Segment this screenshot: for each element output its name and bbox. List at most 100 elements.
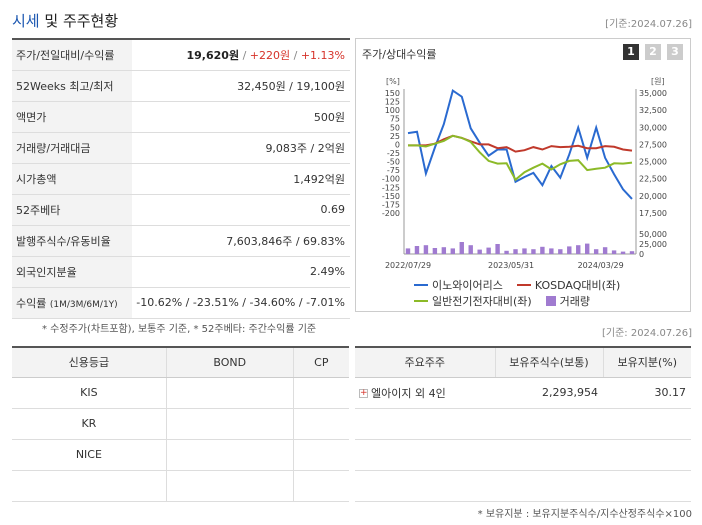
chart-tab-2[interactable]: 2 <box>645 44 661 60</box>
left-axis-unit: [%] <box>386 77 400 86</box>
volume-bar <box>558 249 563 254</box>
column-header: CP <box>292 347 349 378</box>
chart-panel: 주가/상대수익률 1 2 3 [%] [원] 150 125 100 75 50 25 0 -25… <box>355 38 691 312</box>
footnote-right: * 보유지분 : 보유지분주식수/지수산정주식수×100 <box>477 509 692 520</box>
left-tick-label: -125 <box>382 183 400 192</box>
footnote-left: * 수정주가(차트포함), 보통주 기준, * 52주베타: 주간수익률 기준 <box>42 324 317 335</box>
table-row <box>12 470 349 502</box>
chart-tab-1[interactable]: 1 <box>623 44 639 60</box>
row-label: 52Weeks 최고/최저 <box>12 70 132 102</box>
volume-bar <box>414 246 420 254</box>
legend-item: 거래량 <box>545 293 590 309</box>
table-row: 발행주식수/유동비율 7,603,846주 / 69.83% <box>12 225 350 257</box>
chart-tabs: 1 2 3 <box>623 44 683 60</box>
x-tick-label: 2024/03/29 <box>578 261 624 270</box>
volume-bar <box>486 247 491 254</box>
table-row: NICE <box>12 439 349 471</box>
left-tick-label: 150 <box>385 89 400 98</box>
chart-legend: 이노와이어리스 KOSDAQ대비(좌) 일반전기전자대비(좌) 거래량 <box>414 277 684 309</box>
right-tick-label: 25,000 <box>639 158 667 167</box>
left-tick-label: 50 <box>390 123 400 132</box>
volume-bar <box>531 249 536 254</box>
volume-tick-label: 0 <box>639 250 644 259</box>
volume-bar <box>620 251 626 254</box>
row-value: 2.49% <box>132 256 350 288</box>
left-tick-label: 25 <box>390 132 400 141</box>
legend-item: 이노와이어리스 <box>414 277 503 293</box>
volume-bar <box>405 248 411 254</box>
right-tick-label: 17,500 <box>639 209 667 218</box>
volume-tick-label: 25,000 <box>639 240 667 249</box>
credit-rating-table: 신용등급 BOND CP KIS KR NICE <box>12 346 349 502</box>
table-row: 액면가 500원 <box>12 101 350 133</box>
shareholder-name[interactable]: 엘아이지 외 4인 <box>371 386 446 400</box>
table-row: + 엘아이지 외 4인 2,293,954 30.17 <box>355 377 691 409</box>
expand-icon[interactable]: + <box>359 388 368 398</box>
volume-bar <box>593 249 599 254</box>
left-tick-label: 125 <box>385 98 400 107</box>
table-row <box>355 408 691 440</box>
table-row <box>355 470 691 502</box>
left-tick-label: 100 <box>385 106 400 115</box>
price-summary-table: 주가/전일대비/수익률 19,620원 / +220원 / +1.13% 52W… <box>12 38 350 319</box>
volume-bar <box>549 248 554 254</box>
volume-bar <box>567 246 572 254</box>
right-tick-label: 35,000 <box>639 89 667 98</box>
volume-bar <box>629 251 635 254</box>
volume-bar <box>522 248 527 254</box>
volume-bar <box>513 249 518 254</box>
row-value: 500원 <box>132 101 350 133</box>
left-tick-label: 0 <box>395 140 400 149</box>
series-line-2 <box>408 134 633 153</box>
price-change-pct: +1.13% <box>300 48 345 62</box>
column-header: BOND <box>165 347 294 378</box>
volume-bar <box>495 244 500 254</box>
table-row: 주가/전일대비/수익률 19,620원 / +220원 / +1.13% <box>12 39 350 71</box>
table-row: 52주베타 0.69 <box>12 194 350 226</box>
row-label: 발행주식수/유동비율 <box>12 225 132 257</box>
ownership-pct: 30.17 <box>603 377 691 409</box>
volume-bar <box>576 245 581 254</box>
right-tick-label: 20,000 <box>639 192 667 201</box>
column-header: 보유지분(%) <box>602 347 691 378</box>
row-label: 거래량/거래대금 <box>12 132 132 164</box>
x-tick-label: 2022/07/29 <box>385 261 431 270</box>
returns-value: -10.62% / -23.51% / -34.60% / -7.01% <box>132 287 350 319</box>
volume-bar <box>459 242 464 254</box>
volume-bar <box>540 246 545 254</box>
row-label: 외국인지분율 <box>12 256 132 288</box>
row-label-sub: (1M/3M/6M/1Y) <box>49 299 118 310</box>
right-tick-label: 22,500 <box>639 175 667 184</box>
left-tick-label: -75 <box>387 166 400 175</box>
chart-tab-3[interactable]: 3 <box>667 44 683 60</box>
volume-bar <box>611 250 617 254</box>
base-date: [기준:2024.07.26] <box>605 19 692 30</box>
right-axis-unit: [원] <box>651 77 665 86</box>
row-value: 32,450원 / 19,100원 <box>132 70 350 102</box>
chart-title: 주가/상대수익률 <box>362 48 437 61</box>
footnote-date: [기준: 2024.07.26] <box>601 328 692 339</box>
volume-bar <box>423 245 429 254</box>
column-header: 보유주식수(보통) <box>494 347 603 378</box>
row-label: 수익률 <box>16 296 47 310</box>
row-value: 7,603,846주 / 69.83% <box>132 225 350 257</box>
column-header: 신용등급 <box>12 347 167 378</box>
legend-item: 일반전기전자대비(좌) <box>414 293 532 309</box>
row-label: 액면가 <box>12 101 132 133</box>
table-row: 외국인지분율 2.49% <box>12 256 350 288</box>
current-price: 19,620원 <box>186 48 240 62</box>
right-tick-label: 32,500 <box>639 106 667 115</box>
right-tick-label: 27,500 <box>639 140 667 149</box>
left-tick-label: -150 <box>382 192 400 201</box>
right-tick-label: 30,000 <box>639 123 667 132</box>
volume-tick-label: 50,000 <box>639 230 667 239</box>
volume-bar <box>602 247 608 254</box>
volume-bar <box>504 250 509 254</box>
left-tick-label: -50 <box>387 158 400 167</box>
row-value: 1,492억원 <box>132 163 350 195</box>
stock-chart: [%] [원]1501251007550250-25-50-75-100-125-… <box>382 77 667 270</box>
volume-bar <box>477 249 482 254</box>
volume-bar <box>441 247 447 254</box>
series-line-1 <box>407 88 633 200</box>
series-line-3 <box>408 134 633 182</box>
